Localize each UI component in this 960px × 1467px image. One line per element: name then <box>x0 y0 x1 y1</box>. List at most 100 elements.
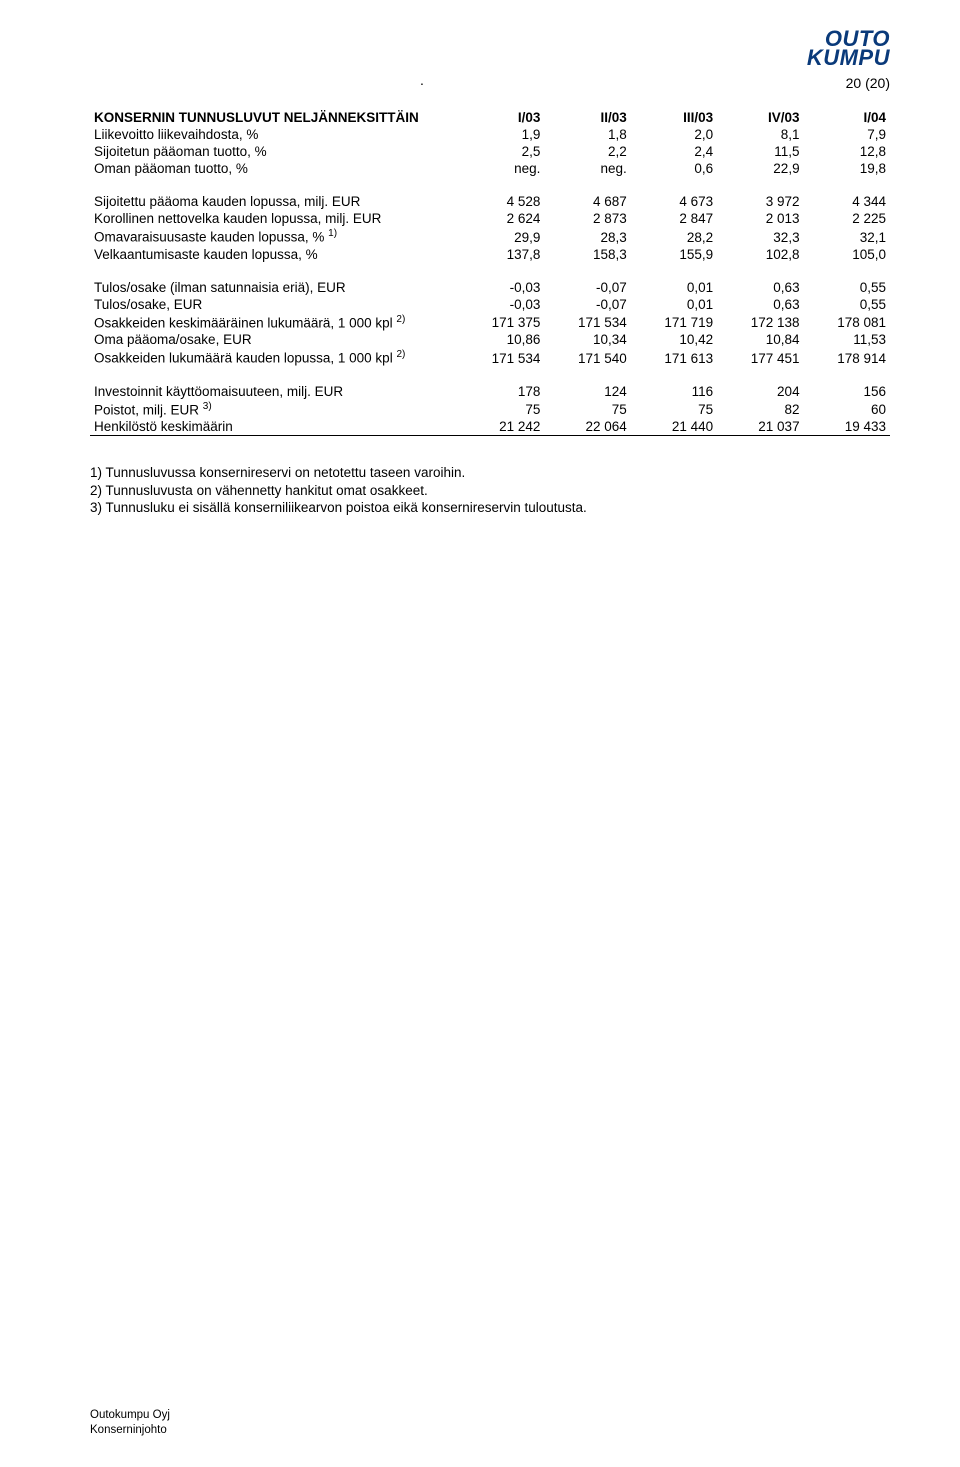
footnote-line: 1) Tunnusluvussa konsernireservi on neto… <box>90 464 890 482</box>
row-value: 7,9 <box>804 126 890 143</box>
row-value: -0,07 <box>544 296 630 313</box>
row-value: 178 914 <box>804 348 890 367</box>
table-row: Sijoitetun pääoman tuotto, %2,52,22,411,… <box>90 143 890 160</box>
row-value: neg. <box>458 160 544 177</box>
row-value: 82 <box>717 400 803 419</box>
row-value: 172 138 <box>717 313 803 332</box>
row-value: 171 534 <box>458 348 544 367</box>
row-value: 8,1 <box>717 126 803 143</box>
row-value: 10,34 <box>544 331 630 348</box>
table-row: Henkilöstö keskimäärin21 24222 06421 440… <box>90 418 890 436</box>
row-value: 4 344 <box>804 193 890 210</box>
row-value: 28,2 <box>631 227 717 246</box>
row-value: 0,6 <box>631 160 717 177</box>
table-row: Osakkeiden lukumäärä kauden lopussa, 1 0… <box>90 348 890 367</box>
row-value: 10,84 <box>717 331 803 348</box>
row-value: 75 <box>458 400 544 419</box>
row-label: Omavaraisuusaste kauden lopussa, % 1) <box>90 227 458 246</box>
row-value: 22 064 <box>544 418 630 436</box>
financial-table: KONSERNIN TUNNUSLUVUT NELJÄNNEKSITTÄIN I/… <box>90 109 890 436</box>
row-value: 171 719 <box>631 313 717 332</box>
row-label: Sijoitettu pääoma kauden lopussa, milj. … <box>90 193 458 210</box>
row-value: 4 528 <box>458 193 544 210</box>
table-col-header: IV/03 <box>717 109 803 126</box>
row-value: 105,0 <box>804 246 890 263</box>
row-value: 32,3 <box>717 227 803 246</box>
row-value: 32,1 <box>804 227 890 246</box>
table-row: Poistot, milj. EUR 3)7575758260 <box>90 400 890 419</box>
row-value: 75 <box>631 400 717 419</box>
row-value: 21 037 <box>717 418 803 436</box>
row-value: neg. <box>544 160 630 177</box>
row-value: 0,01 <box>631 296 717 313</box>
row-value: 2 624 <box>458 210 544 227</box>
footnote-line: 2) Tunnusluvusta on vähennetty hankitut … <box>90 482 890 500</box>
row-value: 19,8 <box>804 160 890 177</box>
row-value: -0,03 <box>458 279 544 296</box>
row-value: -0,07 <box>544 279 630 296</box>
row-label: Tulos/osake (ilman satunnaisia eriä), EU… <box>90 279 458 296</box>
row-value: 4 687 <box>544 193 630 210</box>
row-value: 171 613 <box>631 348 717 367</box>
row-value: 2,4 <box>631 143 717 160</box>
page-number: 20 (20) <box>90 75 890 91</box>
row-value: 0,55 <box>804 279 890 296</box>
table-row: Oma pääoma/osake, EUR10,8610,3410,4210,8… <box>90 331 890 348</box>
table-row: Oman pääoman tuotto, %neg.neg.0,622,919,… <box>90 160 890 177</box>
footnotes: 1) Tunnusluvussa konsernireservi on neto… <box>90 464 890 517</box>
table-row: Korollinen nettovelka kauden lopussa, mi… <box>90 210 890 227</box>
table-row: Velkaantumisaste kauden lopussa, %137,81… <box>90 246 890 263</box>
row-value: 2 225 <box>804 210 890 227</box>
table-row: Liikevoitto liikevaihdosta, %1,91,82,08,… <box>90 126 890 143</box>
row-label: Osakkeiden lukumäärä kauden lopussa, 1 0… <box>90 348 458 367</box>
row-value: 1,9 <box>458 126 544 143</box>
footnote-line: 3) Tunnusluku ei sisällä konserniliikear… <box>90 499 890 517</box>
spacer-row <box>90 177 890 193</box>
row-value: 75 <box>544 400 630 419</box>
row-value: 0,63 <box>717 279 803 296</box>
spacer-row <box>90 263 890 279</box>
row-value: 2 013 <box>717 210 803 227</box>
table-col-header: I/04 <box>804 109 890 126</box>
row-value: -0,03 <box>458 296 544 313</box>
row-value: 12,8 <box>804 143 890 160</box>
table-header-row: KONSERNIN TUNNUSLUVUT NELJÄNNEKSITTÄIN I/… <box>90 109 890 126</box>
footer-unit: Konserninjohto <box>90 1423 170 1437</box>
row-value: 3 972 <box>717 193 803 210</box>
row-value: 0,63 <box>717 296 803 313</box>
row-value: 171 534 <box>544 313 630 332</box>
row-label: Osakkeiden keskimääräinen lukumäärä, 1 0… <box>90 313 458 332</box>
row-value: 2,5 <box>458 143 544 160</box>
row-value: 10,86 <box>458 331 544 348</box>
row-value: 60 <box>804 400 890 419</box>
row-value: 178 <box>458 383 544 400</box>
row-label: Korollinen nettovelka kauden lopussa, mi… <box>90 210 458 227</box>
row-label: Velkaantumisaste kauden lopussa, % <box>90 246 458 263</box>
table-row: Tulos/osake, EUR-0,03-0,070,010,630,55 <box>90 296 890 313</box>
row-value: 155,9 <box>631 246 717 263</box>
row-value: 0,55 <box>804 296 890 313</box>
table-title: KONSERNIN TUNNUSLUVUT NELJÄNNEKSITTÄIN <box>90 109 458 126</box>
row-value: 116 <box>631 383 717 400</box>
row-value: 171 375 <box>458 313 544 332</box>
company-logo: OUTO KUMPU <box>807 30 890 67</box>
row-value: 21 242 <box>458 418 544 436</box>
row-value: 19 433 <box>804 418 890 436</box>
table-row: Sijoitettu pääoma kauden lopussa, milj. … <box>90 193 890 210</box>
row-label: Oma pääoma/osake, EUR <box>90 331 458 348</box>
row-value: 2 873 <box>544 210 630 227</box>
table-col-header: III/03 <box>631 109 717 126</box>
table-row: Investoinnit käyttöomaisuuteen, milj. EU… <box>90 383 890 400</box>
row-value: 22,9 <box>717 160 803 177</box>
logo-line2: KUMPU <box>807 49 890 68</box>
row-value: 2 847 <box>631 210 717 227</box>
row-label: Poistot, milj. EUR 3) <box>90 400 458 419</box>
page-footer: Outokumpu Oyj Konserninjohto <box>90 1408 170 1437</box>
row-value: 21 440 <box>631 418 717 436</box>
row-value: 2,2 <box>544 143 630 160</box>
row-label: Liikevoitto liikevaihdosta, % <box>90 126 458 143</box>
row-label: Oman pääoman tuotto, % <box>90 160 458 177</box>
row-value: 28,3 <box>544 227 630 246</box>
table-row: Omavaraisuusaste kauden lopussa, % 1)29,… <box>90 227 890 246</box>
row-value: 156 <box>804 383 890 400</box>
